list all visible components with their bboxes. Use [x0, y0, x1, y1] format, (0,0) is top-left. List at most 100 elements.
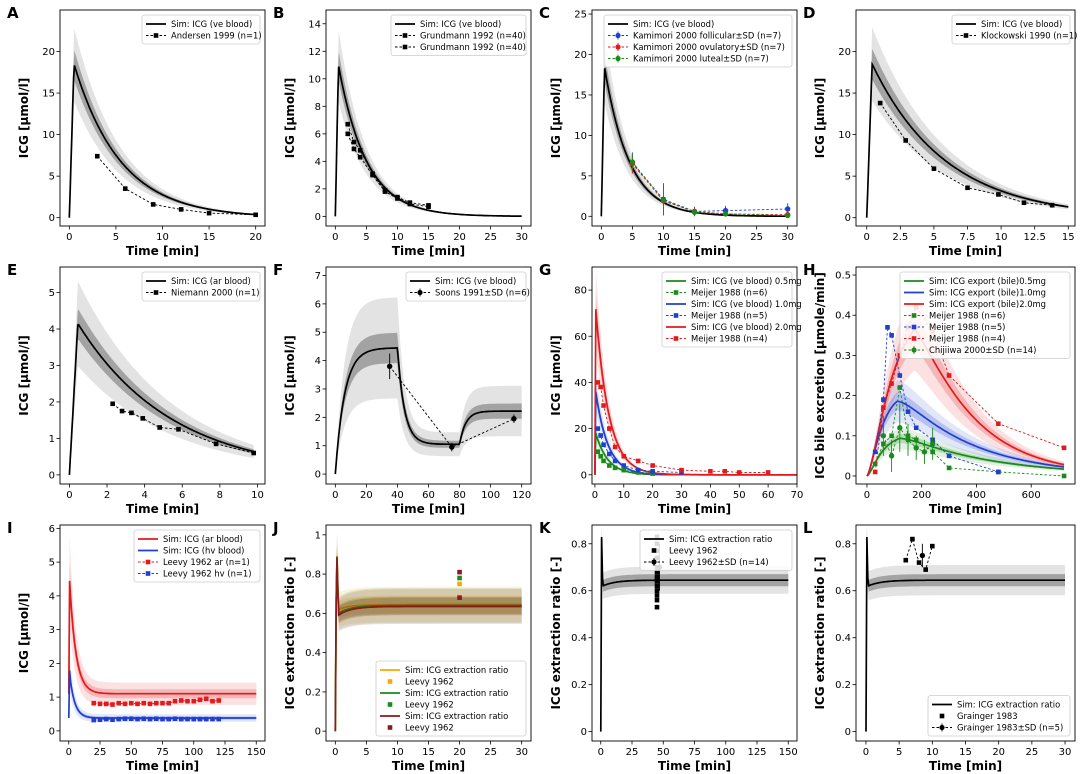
- legend-label: Sim: ICG (ve blood) 0.5mg: [691, 276, 802, 286]
- y-tick-label: 0.2: [571, 680, 587, 691]
- data-point: [135, 716, 140, 722]
- x-tick-label: 75: [688, 747, 701, 758]
- x-tick-label: 5: [896, 747, 902, 758]
- y-tick-label: 0.2: [835, 680, 851, 691]
- data-point: [877, 100, 883, 106]
- data-point: [598, 453, 603, 459]
- x-axis-label: Time [min]: [658, 502, 731, 516]
- x-tick-label: 6: [179, 490, 185, 501]
- data-point: [916, 560, 922, 565]
- y-tick-label: 0.4: [305, 648, 321, 659]
- x-tick-label: 5: [363, 232, 369, 243]
- data-point: [921, 449, 928, 455]
- x-tick-label: 400: [967, 490, 986, 501]
- x-tick-label: 75: [156, 747, 169, 758]
- data-point: [765, 470, 771, 475]
- data-point: [888, 453, 895, 459]
- sim-band-outer: [69, 28, 256, 218]
- y-tick-label: 5: [49, 172, 55, 183]
- sim-band-inner: [335, 51, 522, 217]
- legend-box: [133, 529, 261, 583]
- x-tick-label: 10: [995, 232, 1008, 243]
- data-point: [595, 449, 601, 454]
- x-tick-label: 15: [959, 747, 972, 758]
- legend-label: Sim: ICG extraction ratio: [405, 665, 508, 675]
- data-point: [135, 701, 140, 707]
- x-tick-label: 15: [422, 747, 435, 758]
- data-line: [874, 325, 999, 473]
- y-axis-label: ICG [µmol/l]: [283, 78, 297, 158]
- y-tick-label: 12: [308, 47, 321, 58]
- y-tick-label: 4: [49, 591, 55, 602]
- x-axis-label: Time [min]: [392, 759, 465, 773]
- x-axis-label: Time [min]: [392, 244, 465, 258]
- data-point: [122, 701, 128, 707]
- legend-label: Sim: ICG extraction ratio: [405, 688, 508, 698]
- panel-label: D: [803, 4, 815, 22]
- data-point: [357, 148, 363, 153]
- data-point: [897, 425, 903, 431]
- data-point: [426, 204, 431, 210]
- x-tick-label: 100: [481, 490, 500, 501]
- chart-panel-i: 0 25 50 75 100 125 150 0 1 2 3 4 5 6 Time [min] ICG [µm…: [7, 519, 266, 773]
- y-tick-label: 0: [581, 727, 587, 738]
- y-tick-label: 7: [315, 271, 321, 282]
- x-axis-label: Time [min]: [929, 244, 1002, 258]
- y-axis-label: ICG [µmol/l]: [17, 78, 31, 158]
- y-tick-label: 5: [581, 171, 587, 182]
- x-tick-label: 20: [360, 490, 373, 501]
- data-line: [112, 403, 254, 454]
- data-point: [965, 185, 970, 191]
- legend-label: Niemann 2000 (n=1): [171, 288, 259, 298]
- legend-label: Grundmann 1992 (n=40): [420, 31, 526, 41]
- data-point: [345, 131, 351, 137]
- data-point: [913, 425, 919, 431]
- axes-frame: [855, 9, 1076, 227]
- legend: Sim: ICG (ve blood) Grundmann 1992 (n=40)…: [390, 14, 527, 56]
- data-point: [905, 409, 911, 414]
- data-line: [389, 366, 515, 448]
- data-point: [996, 469, 1001, 475]
- data-point: [872, 461, 878, 467]
- x-tick-label: 0: [332, 747, 338, 758]
- y-tick-label: 1: [49, 693, 55, 704]
- legend-label: Klockowski 1990 (n=1): [981, 31, 1077, 41]
- legend-label: Meijer 1988 (n=6): [691, 288, 767, 298]
- x-tick-label: 7.5: [960, 232, 976, 243]
- plot-area: [594, 269, 797, 476]
- axes-frame: [59, 266, 266, 485]
- sim-band-inner: [867, 392, 1064, 476]
- data-point: [197, 697, 203, 703]
- data-point: [654, 583, 660, 589]
- data-point: [210, 698, 215, 704]
- y-tick-label: 6: [315, 299, 321, 310]
- y-tick-label: 0.5: [835, 271, 851, 282]
- chart-panel-k: 0 25 50 75 100 125 150 0 0.2 0.4 0.6 0.8 Time [min] I…: [539, 519, 798, 773]
- panel-label: J: [272, 519, 279, 537]
- data-point: [654, 593, 660, 598]
- y-tick-label: 1: [315, 530, 321, 541]
- legend-label: Sim: ICG extraction ratio: [957, 700, 1060, 710]
- legend-marker: [963, 33, 969, 38]
- sim-line: [594, 309, 797, 476]
- chart-panel-j: 0 5 10 15 20 25 30 0 0.2 0.4 0.6 0.8 1 Time [min] ICG …: [272, 519, 532, 773]
- y-tick-label: 0: [315, 727, 321, 738]
- data-point: [457, 595, 462, 600]
- data-point: [251, 450, 257, 456]
- y-tick-label: 0.8: [305, 570, 321, 581]
- data-point: [511, 416, 517, 422]
- legend-label: Grundmann 1992 (n=40): [420, 42, 526, 52]
- data-point: [996, 421, 1001, 427]
- data-point: [784, 206, 791, 212]
- y-axis-label: ICG extraction ratio [-]: [283, 556, 297, 709]
- x-tick-label: 25: [484, 747, 497, 758]
- data-point: [157, 425, 162, 430]
- legend-marker: [387, 725, 393, 730]
- data-point: [612, 458, 618, 464]
- sim-line: [334, 555, 522, 732]
- legend-marker: [153, 290, 159, 295]
- sim-line: [68, 65, 256, 218]
- y-tick-label: 10: [308, 74, 321, 85]
- y-tick-label: 0.6: [835, 586, 851, 597]
